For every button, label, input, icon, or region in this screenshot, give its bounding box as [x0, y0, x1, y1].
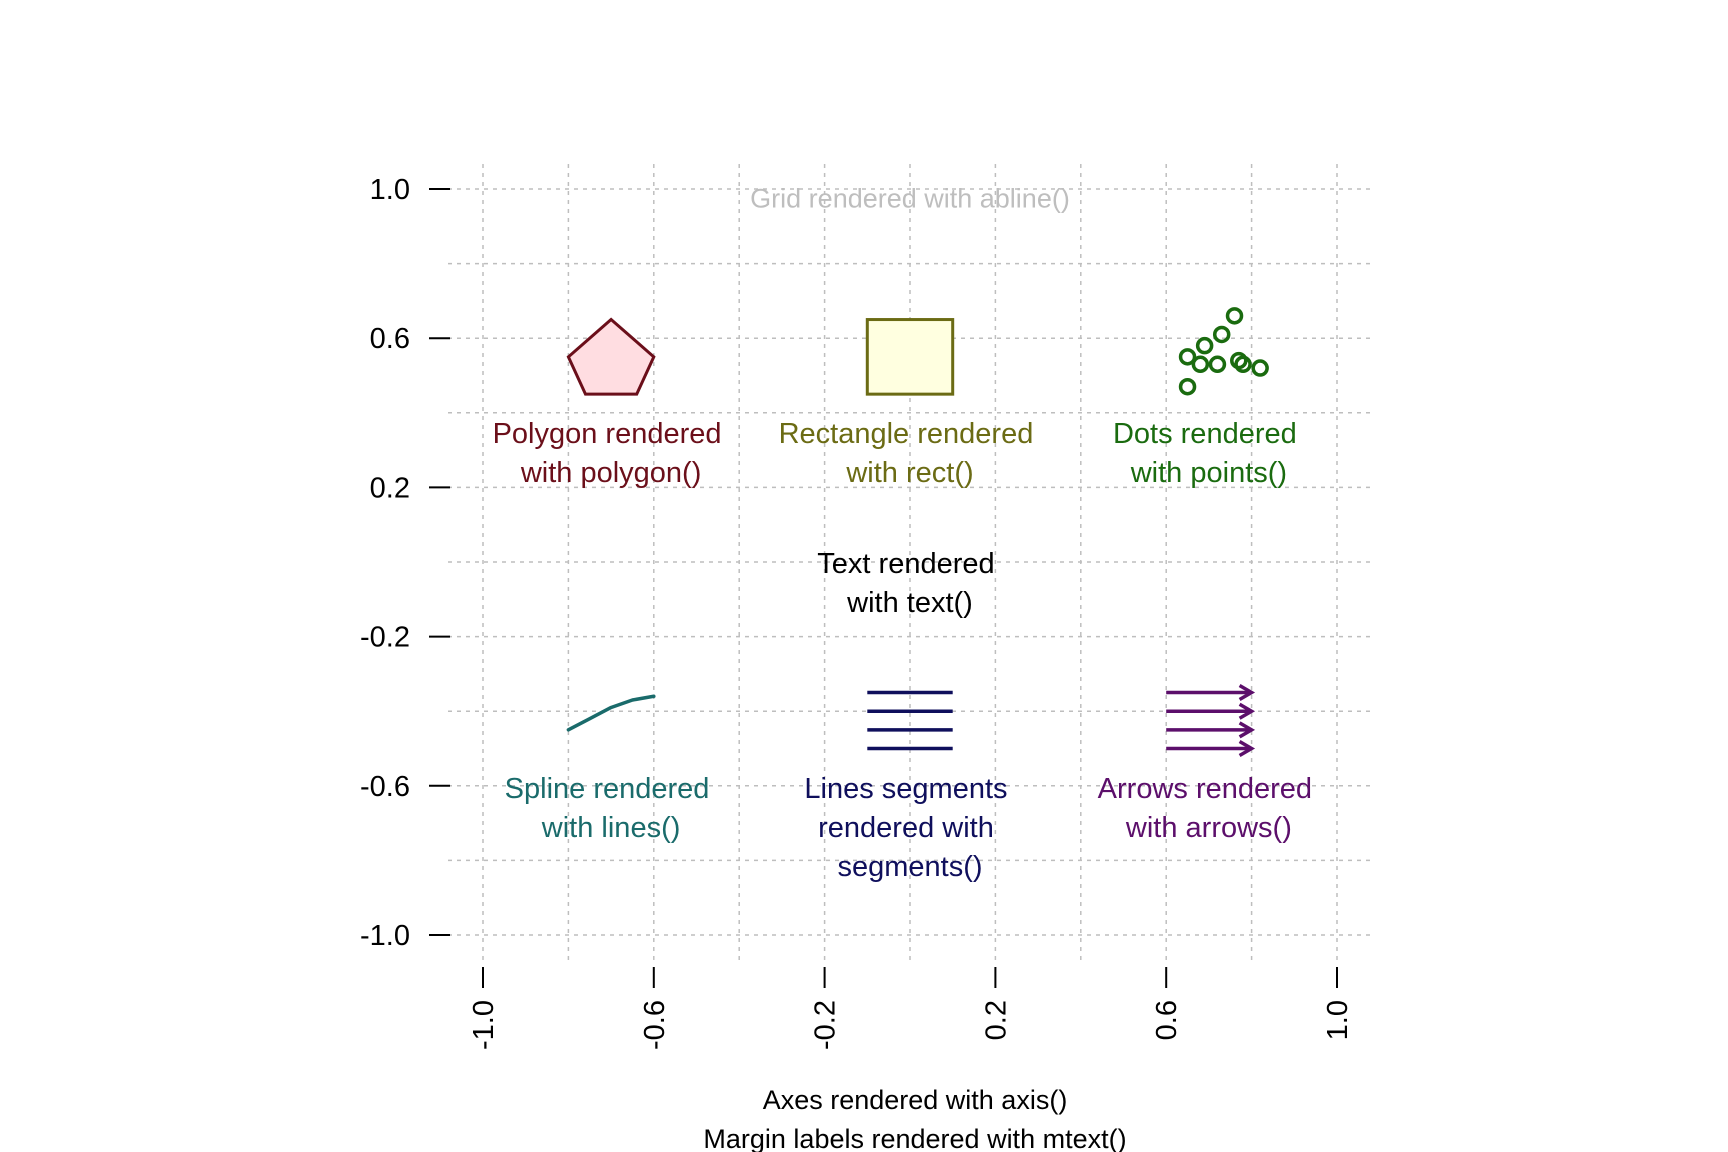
- arrows-label-line-2: with arrows(): [1125, 812, 1292, 844]
- dot-point: [1208, 355, 1227, 374]
- rect-group: Rectangle rendered with rect(): [779, 318, 1042, 489]
- segments-layer: [867, 690, 953, 751]
- grid-label: Grid rendered with abline(): [750, 184, 1070, 214]
- dot-point: [1195, 336, 1214, 355]
- dot-point: [1178, 348, 1197, 366]
- polygon-label: Polygon rendered with polygon(): [493, 418, 730, 489]
- rectangle-shape: [865, 318, 955, 396]
- text-label-line-2: with text(): [846, 587, 973, 619]
- dots-layer: [1178, 307, 1269, 396]
- spline-label-line-2: with lines(): [541, 812, 681, 844]
- rect-label-line-2: with rect(): [845, 457, 973, 489]
- dot-point: [1212, 325, 1231, 344]
- arrows-layer: [1166, 684, 1256, 758]
- x-axis-tick-label: 0.2: [980, 1000, 1012, 1040]
- margin-label-axes: Axes rendered with axis(): [763, 1085, 1068, 1115]
- dot-point: [1178, 377, 1197, 396]
- segments-label: Lines segments rendered with segments(): [804, 773, 1015, 883]
- segments-label-line-2: rendered with: [818, 812, 994, 844]
- text-label-line-1: Text rendered: [817, 548, 994, 580]
- y-axis-tick-label: 0.6: [370, 323, 410, 355]
- segments-label-line-3: segments(): [837, 851, 982, 883]
- arrow-head: [1238, 739, 1256, 758]
- arrow-head: [1238, 721, 1256, 739]
- x-axis-tick-label: -0.6: [639, 1000, 671, 1050]
- y-axis-tick-label: -0.6: [360, 771, 410, 803]
- polygon-label-line-1: Polygon rendered: [493, 418, 722, 450]
- arrows-group: Arrows rendered with arrows(): [1098, 684, 1320, 844]
- margin-label-mtext: Margin labels rendered with mtext(): [703, 1124, 1126, 1152]
- rect-label-line-1: Rectangle rendered: [779, 418, 1034, 450]
- dot-point: [1251, 359, 1269, 377]
- points-label-line-2: with points(): [1130, 457, 1287, 489]
- spline-line: [566, 694, 656, 732]
- arrow-head: [1238, 702, 1256, 720]
- dot-point: [1191, 355, 1210, 374]
- arrow-head: [1238, 684, 1256, 702]
- polygon-group: Polygon rendered with polygon(): [493, 317, 730, 489]
- arrows-label: Arrows rendered with arrows(): [1098, 773, 1320, 844]
- points-label: Dots rendered with points(): [1113, 418, 1305, 489]
- dot-point: [1225, 307, 1244, 325]
- pentagon-polygon: [566, 317, 656, 396]
- segments-group: Lines segments rendered with segments(): [804, 690, 1015, 883]
- y-axis-tick-label: 1.0: [370, 174, 410, 206]
- polygon-label-line-2: with polygon(): [520, 457, 702, 489]
- arrows-label-line-1: Arrows rendered: [1098, 773, 1312, 805]
- text-group: Text rendered with text(): [817, 548, 1002, 619]
- rect-label: Rectangle rendered with rect(): [779, 418, 1042, 489]
- x-axis-tick-label: -0.2: [810, 1000, 842, 1050]
- spline-group: Spline rendered with lines(): [505, 694, 718, 844]
- y-axis-tick-label: -0.2: [360, 622, 410, 654]
- spline-label-line-1: Spline rendered: [505, 773, 710, 805]
- text-label: Text rendered with text(): [817, 548, 1002, 619]
- y-axis: 1.0 0.6 0.2 -0.2 -0.6 -1.0: [360, 174, 450, 952]
- x-axis: -1.0 -0.6 -0.2 0.2 0.6 1.0: [468, 967, 1354, 1050]
- spline-label: Spline rendered with lines(): [505, 773, 718, 844]
- segments-label-line-1: Lines segments: [804, 773, 1007, 805]
- y-axis-tick-label: -1.0: [360, 920, 410, 952]
- dot-point: [1234, 355, 1252, 374]
- x-axis-tick-label: 0.6: [1151, 1000, 1183, 1040]
- x-axis-tick-label: 1.0: [1322, 1000, 1354, 1040]
- x-axis-tick-label: -1.0: [468, 1000, 500, 1050]
- points-label-line-1: Dots rendered: [1113, 418, 1297, 450]
- points-group: Dots rendered with points(): [1113, 307, 1305, 489]
- y-axis-tick-label: 0.2: [370, 472, 410, 504]
